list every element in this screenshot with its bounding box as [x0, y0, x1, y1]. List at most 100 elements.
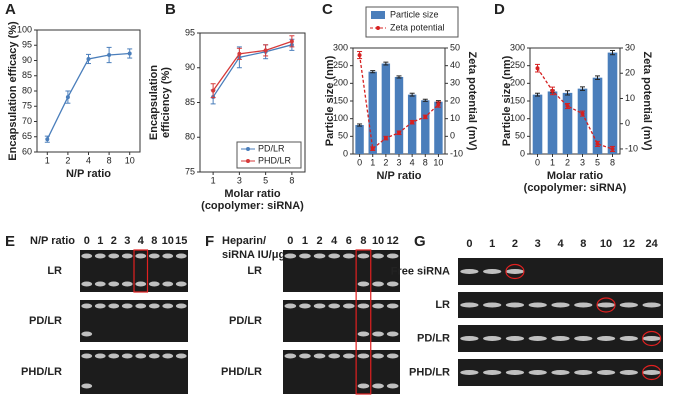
gel-band [342, 353, 355, 359]
y-tick-label: 300 [510, 42, 525, 52]
marker [211, 88, 216, 93]
x-tick-label: 1 [370, 157, 375, 167]
legend-label: Particle size [390, 9, 439, 19]
row-label: LR [247, 265, 262, 277]
highlight-ring [505, 263, 525, 280]
gel-band [642, 370, 661, 375]
gel-band [148, 353, 160, 359]
panel-letter: E [5, 233, 15, 250]
lane-label: 2 [317, 235, 323, 247]
gel-band [619, 370, 638, 375]
gel-band [94, 303, 106, 309]
bar [434, 101, 443, 154]
marker [595, 141, 600, 146]
gel-band [313, 353, 326, 359]
row-label: LR [47, 265, 62, 277]
x-tick-label: 1 [45, 155, 50, 165]
gel-band [81, 353, 93, 359]
gel-band [121, 353, 133, 359]
gel-band [121, 281, 133, 287]
gel-band [505, 269, 525, 274]
x-tick-label: 3 [580, 157, 585, 167]
y-axis-label: Particle size (nm) [501, 55, 513, 146]
gel-band [135, 281, 147, 287]
y-tick-label: 60 [22, 146, 32, 156]
y2-tick-label: 20 [450, 95, 460, 105]
gel-band [460, 370, 479, 375]
line [212, 40, 293, 92]
gel-band [328, 253, 341, 259]
lane-label: 10 [162, 235, 174, 247]
marker [357, 53, 362, 58]
gel-band [386, 331, 399, 337]
row-label: PHD/LR [221, 366, 262, 378]
panel-letter: C [322, 1, 333, 18]
gel-band [386, 253, 399, 259]
y-tick-label: 75 [185, 166, 195, 176]
gel-title: siRNA IU/μg [222, 249, 285, 261]
y-axis-label: Encapsulation efficacy (%) [7, 21, 19, 161]
gel-band [528, 370, 547, 375]
lane-label: 4 [138, 235, 145, 247]
y2-tick-label: 30 [450, 78, 460, 88]
legend-label: Zeta potential [390, 22, 445, 32]
gel-band [372, 383, 384, 389]
y-tick-label: 85 [185, 97, 195, 107]
gel-band [372, 281, 384, 287]
gel-band [483, 269, 502, 274]
gel-band [81, 383, 93, 389]
x-axis-label: (copolymer: siRNA) [201, 200, 304, 212]
y-tick-label: 250 [333, 60, 348, 70]
y2-tick-label: 10 [625, 93, 635, 103]
x-tick-label: 2 [565, 157, 570, 167]
gel-band [357, 331, 370, 337]
gel-band [313, 253, 326, 259]
x-tick-label: 10 [125, 155, 135, 165]
y2-tick-label: 40 [450, 60, 460, 70]
gel-title: Heparin/ [222, 235, 266, 247]
gel-band [372, 253, 384, 259]
bar [607, 52, 618, 154]
line [212, 44, 293, 98]
x-tick-label: 5 [595, 157, 600, 167]
x-tick-label: 4 [86, 155, 91, 165]
gel-band [551, 302, 570, 308]
row-label: PHD/LR [409, 366, 450, 378]
lane-label: 0 [287, 235, 293, 247]
y2-tick-label: -10 [450, 148, 463, 158]
gel-band [162, 353, 174, 359]
x-tick-label: 3 [237, 175, 242, 185]
lane-label: 24 [645, 238, 658, 250]
x-tick-label: 0 [535, 157, 540, 167]
marker [610, 146, 615, 151]
marker [535, 66, 540, 71]
y-tick-label: 50 [338, 131, 348, 141]
lane-label: 6 [346, 235, 352, 247]
gel-band [357, 303, 370, 309]
marker [383, 136, 388, 141]
x-axis-label: Molar ratio [547, 170, 604, 182]
y-tick-label: 200 [510, 78, 525, 88]
gel-band [148, 281, 160, 287]
y2-tick-label: 20 [625, 68, 635, 78]
lane-label: 8 [580, 238, 586, 250]
panel-letter: A [5, 1, 16, 18]
gel-band [574, 370, 593, 375]
bar [421, 100, 430, 154]
lane-label: 8 [360, 235, 366, 247]
marker [263, 48, 268, 53]
gel-band [135, 253, 147, 259]
gel-band [528, 302, 547, 308]
row-label: LR [435, 299, 450, 311]
gel-band [175, 303, 187, 309]
y-tick-label: 80 [185, 132, 195, 142]
gel-band [460, 302, 479, 308]
legend-marker [246, 159, 250, 163]
y-axis-label: Encapsulation [148, 65, 160, 140]
gel-band [596, 302, 616, 308]
gel-band [483, 302, 502, 308]
lane-label: 2 [512, 238, 518, 250]
gel-band [284, 353, 297, 359]
marker [289, 39, 294, 44]
marker [436, 102, 441, 107]
